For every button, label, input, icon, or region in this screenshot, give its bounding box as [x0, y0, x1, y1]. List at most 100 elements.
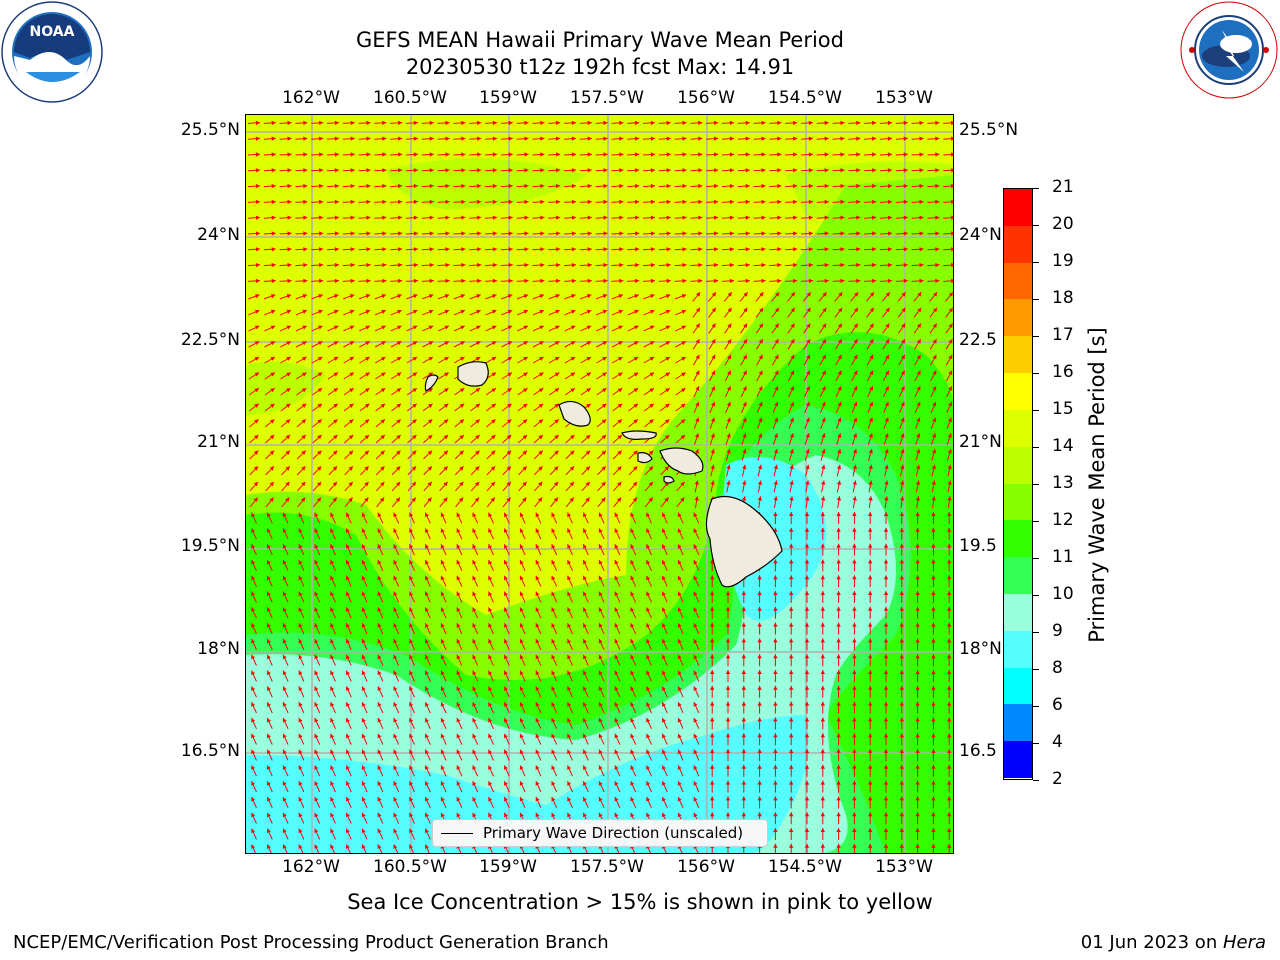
- direction-arrow: [848, 278, 861, 284]
- direction-arrow: [737, 136, 750, 141]
- direction-arrow: [721, 262, 735, 268]
- direction-arrow: [580, 372, 592, 380]
- colorbar-segment: [1004, 373, 1032, 411]
- lat-tick-left: 16.5°N: [180, 741, 240, 761]
- direction-arrow: [361, 749, 368, 761]
- direction-arrow: [947, 512, 952, 524]
- direction-arrow: [298, 559, 305, 572]
- direction-arrow: [453, 183, 466, 189]
- direction-arrow: [772, 417, 779, 429]
- direction-arrow: [423, 481, 433, 492]
- direction-arrow: [361, 528, 368, 540]
- direction-arrow: [266, 559, 273, 572]
- direction-arrow: [453, 340, 465, 348]
- map-panel: Primary Wave Direction (unscaled): [245, 114, 954, 854]
- direction-arrow: [614, 638, 621, 651]
- direction-arrow: [836, 480, 842, 493]
- direction-arrow: [868, 733, 873, 746]
- direction-arrow: [359, 372, 370, 380]
- direction-arrow: [769, 231, 782, 236]
- direction-arrow: [883, 448, 889, 461]
- direction-arrow: [915, 733, 920, 746]
- direction-arrow: [295, 262, 308, 268]
- direction-arrow: [820, 496, 826, 509]
- direction-arrow: [374, 168, 387, 173]
- direction-arrow: [342, 278, 355, 284]
- direction-arrow: [803, 354, 811, 366]
- direction-arrow: [440, 765, 447, 777]
- direction-arrow: [535, 749, 542, 761]
- direction-arrow: [931, 685, 936, 698]
- direction-arrow: [694, 496, 699, 509]
- direction-arrow: [453, 199, 466, 205]
- lon-tick-bottom: 159°W: [479, 857, 537, 877]
- direction-arrow: [803, 338, 811, 350]
- direction-arrow: [612, 434, 623, 444]
- direction-arrow: [740, 370, 748, 382]
- direction-arrow: [361, 796, 368, 809]
- direction-arrow: [627, 372, 639, 380]
- direction-arrow: [488, 717, 494, 730]
- direction-arrow: [295, 231, 308, 236]
- direction-arrow: [564, 309, 576, 316]
- direction-arrow: [737, 231, 750, 236]
- direction-arrow: [627, 309, 639, 316]
- direction-arrow: [266, 828, 273, 840]
- direction-arrow: [343, 434, 354, 444]
- direction-arrow: [424, 717, 431, 730]
- direction-arrow: [551, 733, 558, 745]
- direction-arrow: [627, 247, 640, 252]
- direction-arrow: [532, 183, 545, 189]
- direction-arrow: [646, 670, 652, 682]
- direction-arrow: [627, 231, 640, 236]
- direction-arrow: [816, 215, 829, 220]
- direction-arrow: [438, 403, 449, 412]
- direction-arrow: [251, 670, 257, 682]
- direction-arrow: [597, 465, 607, 476]
- direction-arrow: [915, 843, 920, 853]
- direction-arrow: [581, 497, 590, 508]
- direction-arrow: [789, 527, 794, 540]
- direction-arrow: [741, 433, 747, 445]
- direction-arrow: [804, 543, 810, 556]
- direction-arrow: [911, 136, 924, 141]
- direction-arrow: [567, 733, 573, 745]
- island-hawaii: [705, 496, 783, 588]
- colorbar: [1003, 188, 1033, 780]
- direction-arrow: [852, 812, 857, 825]
- direction-arrow: [439, 481, 448, 492]
- direction-arrow: [247, 120, 261, 126]
- direction-arrow: [769, 152, 782, 157]
- direction-arrow: [914, 385, 921, 398]
- direction-arrow: [519, 528, 526, 540]
- direction-arrow: [424, 670, 431, 682]
- direction-arrow: [265, 450, 275, 460]
- direction-arrow: [773, 733, 778, 746]
- direction-arrow: [848, 231, 861, 236]
- direction-arrow: [377, 749, 384, 761]
- direction-arrow: [424, 765, 431, 777]
- direction-arrow: [612, 403, 623, 412]
- direction-arrow: [377, 686, 384, 698]
- direction-arrow: [503, 638, 510, 651]
- lat-tick-left: 21°N: [197, 432, 240, 452]
- direction-arrow: [440, 733, 447, 745]
- direction-arrow: [409, 638, 415, 651]
- direction-arrow: [627, 356, 639, 364]
- direction-arrow: [327, 356, 339, 364]
- lat-tick-left: 25.5°N: [180, 120, 240, 140]
- direction-arrow: [692, 323, 701, 334]
- direction-arrow: [361, 701, 368, 714]
- direction-arrow: [787, 323, 796, 334]
- direction-arrow: [361, 622, 368, 635]
- direction-arrow: [282, 828, 289, 840]
- direction-arrow: [393, 701, 400, 714]
- direction-arrow: [800, 152, 814, 157]
- direction-arrow: [503, 528, 510, 540]
- direction-arrow: [405, 262, 419, 268]
- direction-arrow: [326, 199, 340, 205]
- direction-arrow: [643, 403, 655, 412]
- direction-arrow: [359, 434, 370, 444]
- direction-arrow: [598, 765, 605, 777]
- direction-arrow: [895, 262, 908, 268]
